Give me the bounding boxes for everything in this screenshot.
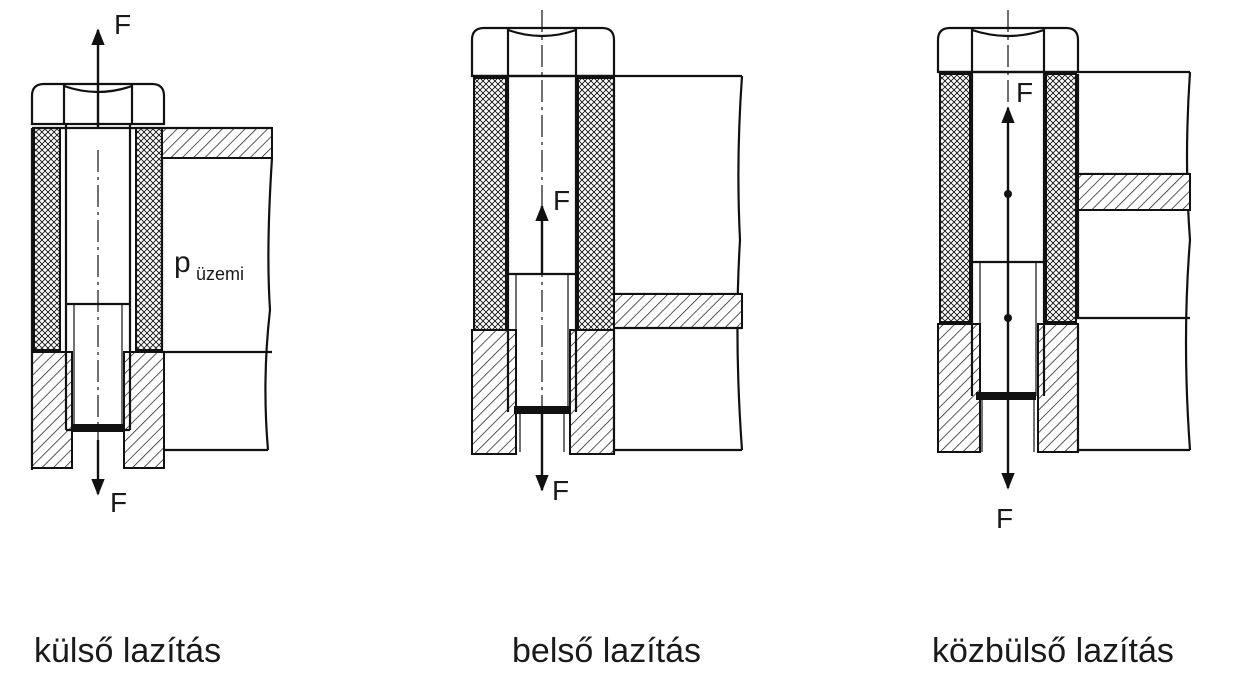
flange-plate xyxy=(161,127,273,159)
force-label: F xyxy=(114,9,131,40)
caption-intermediate-loosening: közbülső lazítás xyxy=(932,632,1174,670)
seal-packing xyxy=(473,77,507,331)
base-part xyxy=(471,329,517,455)
pressure-subscript: üzemi xyxy=(196,264,244,284)
seal-packing xyxy=(33,127,61,351)
force-label: F xyxy=(110,487,127,518)
bolt-head xyxy=(470,26,616,78)
diagram-internal-loosening: F F xyxy=(470,10,744,506)
force-label: F xyxy=(552,475,569,506)
flange-plate xyxy=(613,293,743,329)
force-label: F xyxy=(553,185,570,216)
base-part xyxy=(937,323,981,453)
seal-packing xyxy=(939,73,971,323)
bolt-head xyxy=(936,26,1080,74)
caption-internal-loosening: belső lazítás xyxy=(512,632,701,670)
diagram-external-loosening: F F p üzemi xyxy=(30,9,274,518)
flange-plate xyxy=(1077,173,1191,211)
caption-external-loosening: külső lazítás xyxy=(34,632,221,670)
force-label: F xyxy=(996,503,1013,534)
force-label: F xyxy=(1016,77,1033,108)
bolt-head xyxy=(30,82,166,126)
pressure-symbol: p xyxy=(174,246,191,279)
diagram-intermediate-loosening: F F xyxy=(936,10,1192,534)
